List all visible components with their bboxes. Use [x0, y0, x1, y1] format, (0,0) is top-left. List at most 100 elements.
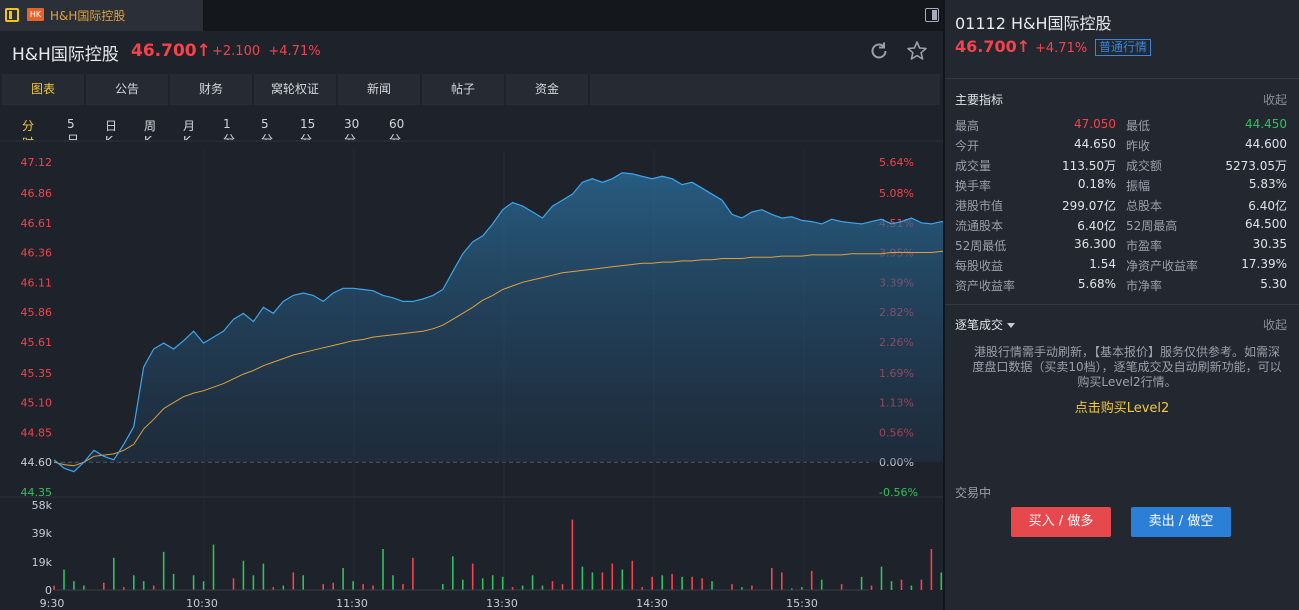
indicator-label: 今开 [955, 139, 980, 153]
volume-bar [452, 556, 454, 590]
price-tick-label: 45.35 [21, 367, 53, 380]
quote-price: 46.700↑ [955, 37, 1031, 56]
tab-warrants[interactable]: 窝轮权证 [254, 74, 336, 105]
indicator-label: 成交量 [955, 159, 992, 173]
volume-bar [671, 573, 673, 590]
indicator-item: 52周最高 64.500 [1126, 217, 1287, 233]
indicator-value: 6.40亿 [1248, 199, 1287, 213]
indicator-value: 5.30 [1260, 277, 1287, 291]
indicator-label: 52周最低 [955, 239, 1007, 253]
volume-bar [491, 575, 494, 590]
indicator-item: 52周最低 36.300 [955, 237, 1116, 253]
volume-bar [930, 549, 933, 590]
indicator-item: 总股本 6.40亿 [1126, 197, 1287, 213]
star-icon[interactable] [906, 40, 928, 62]
volume-bar [880, 566, 883, 590]
quote-change-pct: +4.71% [1035, 41, 1088, 56]
tab-posts[interactable]: 帖子 [422, 74, 504, 105]
panel-toggle-icon[interactable] [925, 8, 939, 22]
stock-tab[interactable]: HK H&H国际控股 [0, 0, 203, 31]
volume-bar [292, 572, 295, 590]
volume-bar [651, 576, 653, 590]
volume-bar [621, 569, 624, 590]
indicator-value: 1.54 [1089, 257, 1116, 271]
volume-bar [890, 581, 893, 590]
volume-bar [272, 587, 275, 590]
indicator-item: 最低 44.450 [1126, 117, 1287, 133]
market-badge: HK [27, 8, 44, 21]
indicator-value: 47.050 [1074, 117, 1116, 131]
tab-financials[interactable]: 财务 [170, 74, 252, 105]
volume-bar [442, 584, 444, 590]
buy-level2-link[interactable]: 点击购买Level2 [1074, 401, 1170, 416]
volume-bar [103, 582, 105, 590]
time-tick-label: 14:30 [636, 597, 668, 610]
sell-button[interactable]: 卖出 / 做空 [1131, 507, 1231, 537]
indicator-value: 44.650 [1074, 137, 1116, 151]
indicator-item: 最高 47.050 [955, 117, 1116, 133]
volume-bar [940, 572, 943, 590]
volume-bar [262, 563, 265, 590]
time-tick-label: 9:30 [40, 597, 65, 610]
price-tick-label: 46.36 [21, 247, 53, 260]
volume-tick-label: 19k [32, 556, 53, 569]
volume-tick-label: 39k [32, 527, 53, 540]
volume-bar [591, 572, 594, 590]
window-tab-bar: HK H&H国际控股 [0, 0, 943, 31]
indicator-label: 港股市值 [955, 199, 1004, 213]
indicator-item: 昨收 44.600 [1126, 137, 1287, 153]
volume-bar [541, 585, 544, 590]
indicators-fold[interactable]: 收起 [1262, 93, 1287, 107]
indicator-label: 振幅 [1126, 179, 1151, 193]
refresh-icon[interactable] [868, 40, 890, 62]
tab-capital[interactable]: 资金 [506, 74, 588, 105]
tab-chart[interactable]: 图表 [2, 74, 84, 105]
volume-bar [521, 585, 524, 590]
volume-bar [332, 582, 334, 590]
volume-bar [701, 578, 703, 590]
indicator-item: 成交量 113.50万 [955, 157, 1116, 173]
volume-bar [691, 576, 693, 590]
tab-news[interactable]: 新闻 [338, 74, 420, 105]
volume-bar [133, 575, 135, 590]
indicator-value: 36.300 [1074, 237, 1116, 251]
indicator-label: 流通股本 [955, 219, 1004, 233]
volume-bar [362, 584, 364, 590]
level2-notice: 港股行情需手动刷新，【基本报价】服务仅供参考。如需深度盘口数据（买卖10档），逐… [972, 345, 1282, 389]
indicator-label: 昨收 [1126, 139, 1151, 153]
volume-bar [142, 581, 145, 590]
indicator-label: 最高 [955, 119, 980, 133]
price-tick-label: 46.11 [21, 276, 53, 289]
volume-bar [681, 576, 683, 590]
chart-panel: HK H&H国际控股 H&H国际控股 46.700↑ +2.100 +4.71%… [0, 0, 943, 610]
volume-bar [481, 578, 484, 590]
indicator-label: 净资产收益率 [1126, 259, 1199, 273]
volume-bar [631, 560, 634, 590]
volume-bar [741, 587, 743, 590]
ticks-title[interactable]: 逐笔成交 [955, 316, 1016, 333]
indicator-value: 113.50万 [1062, 159, 1116, 173]
volume-bar [282, 585, 285, 590]
indicator-item: 港股市值 299.07亿 [955, 197, 1116, 213]
intraday-chart[interactable]: 47.125.64%46.865.08%46.614.51%46.363.95%… [0, 140, 943, 610]
indicator-value: 44.600 [1245, 137, 1287, 151]
tab-announcements[interactable]: 公告 [86, 74, 168, 105]
volume-bar [860, 576, 863, 590]
volume-bar [471, 563, 474, 590]
ticks-fold[interactable]: 收起 [1262, 318, 1287, 332]
panel-divider[interactable] [943, 0, 945, 610]
volume-bar [581, 566, 584, 590]
indicator-label: 每股收益 [955, 259, 1004, 273]
indicator-item: 今开 44.650 [955, 137, 1116, 153]
volume-bar [152, 585, 155, 590]
price-tick-label: 44.85 [21, 426, 53, 439]
volume-bar [791, 588, 793, 590]
indicator-value: 5.68% [1077, 277, 1116, 291]
volume-bar [302, 575, 304, 590]
price-tick-label: 46.61 [21, 217, 53, 230]
quote-panel: 01112 H&H国际控股 46.700↑ +4.71% 普通行情 主要指标 收… [945, 0, 1299, 610]
quote-level-badge[interactable]: 普通行情 [1095, 39, 1152, 56]
volume-bar [870, 585, 873, 590]
buy-button[interactable]: 买入 / 做多 [1011, 507, 1111, 537]
price-change: +2.100 +4.71% [212, 44, 321, 59]
